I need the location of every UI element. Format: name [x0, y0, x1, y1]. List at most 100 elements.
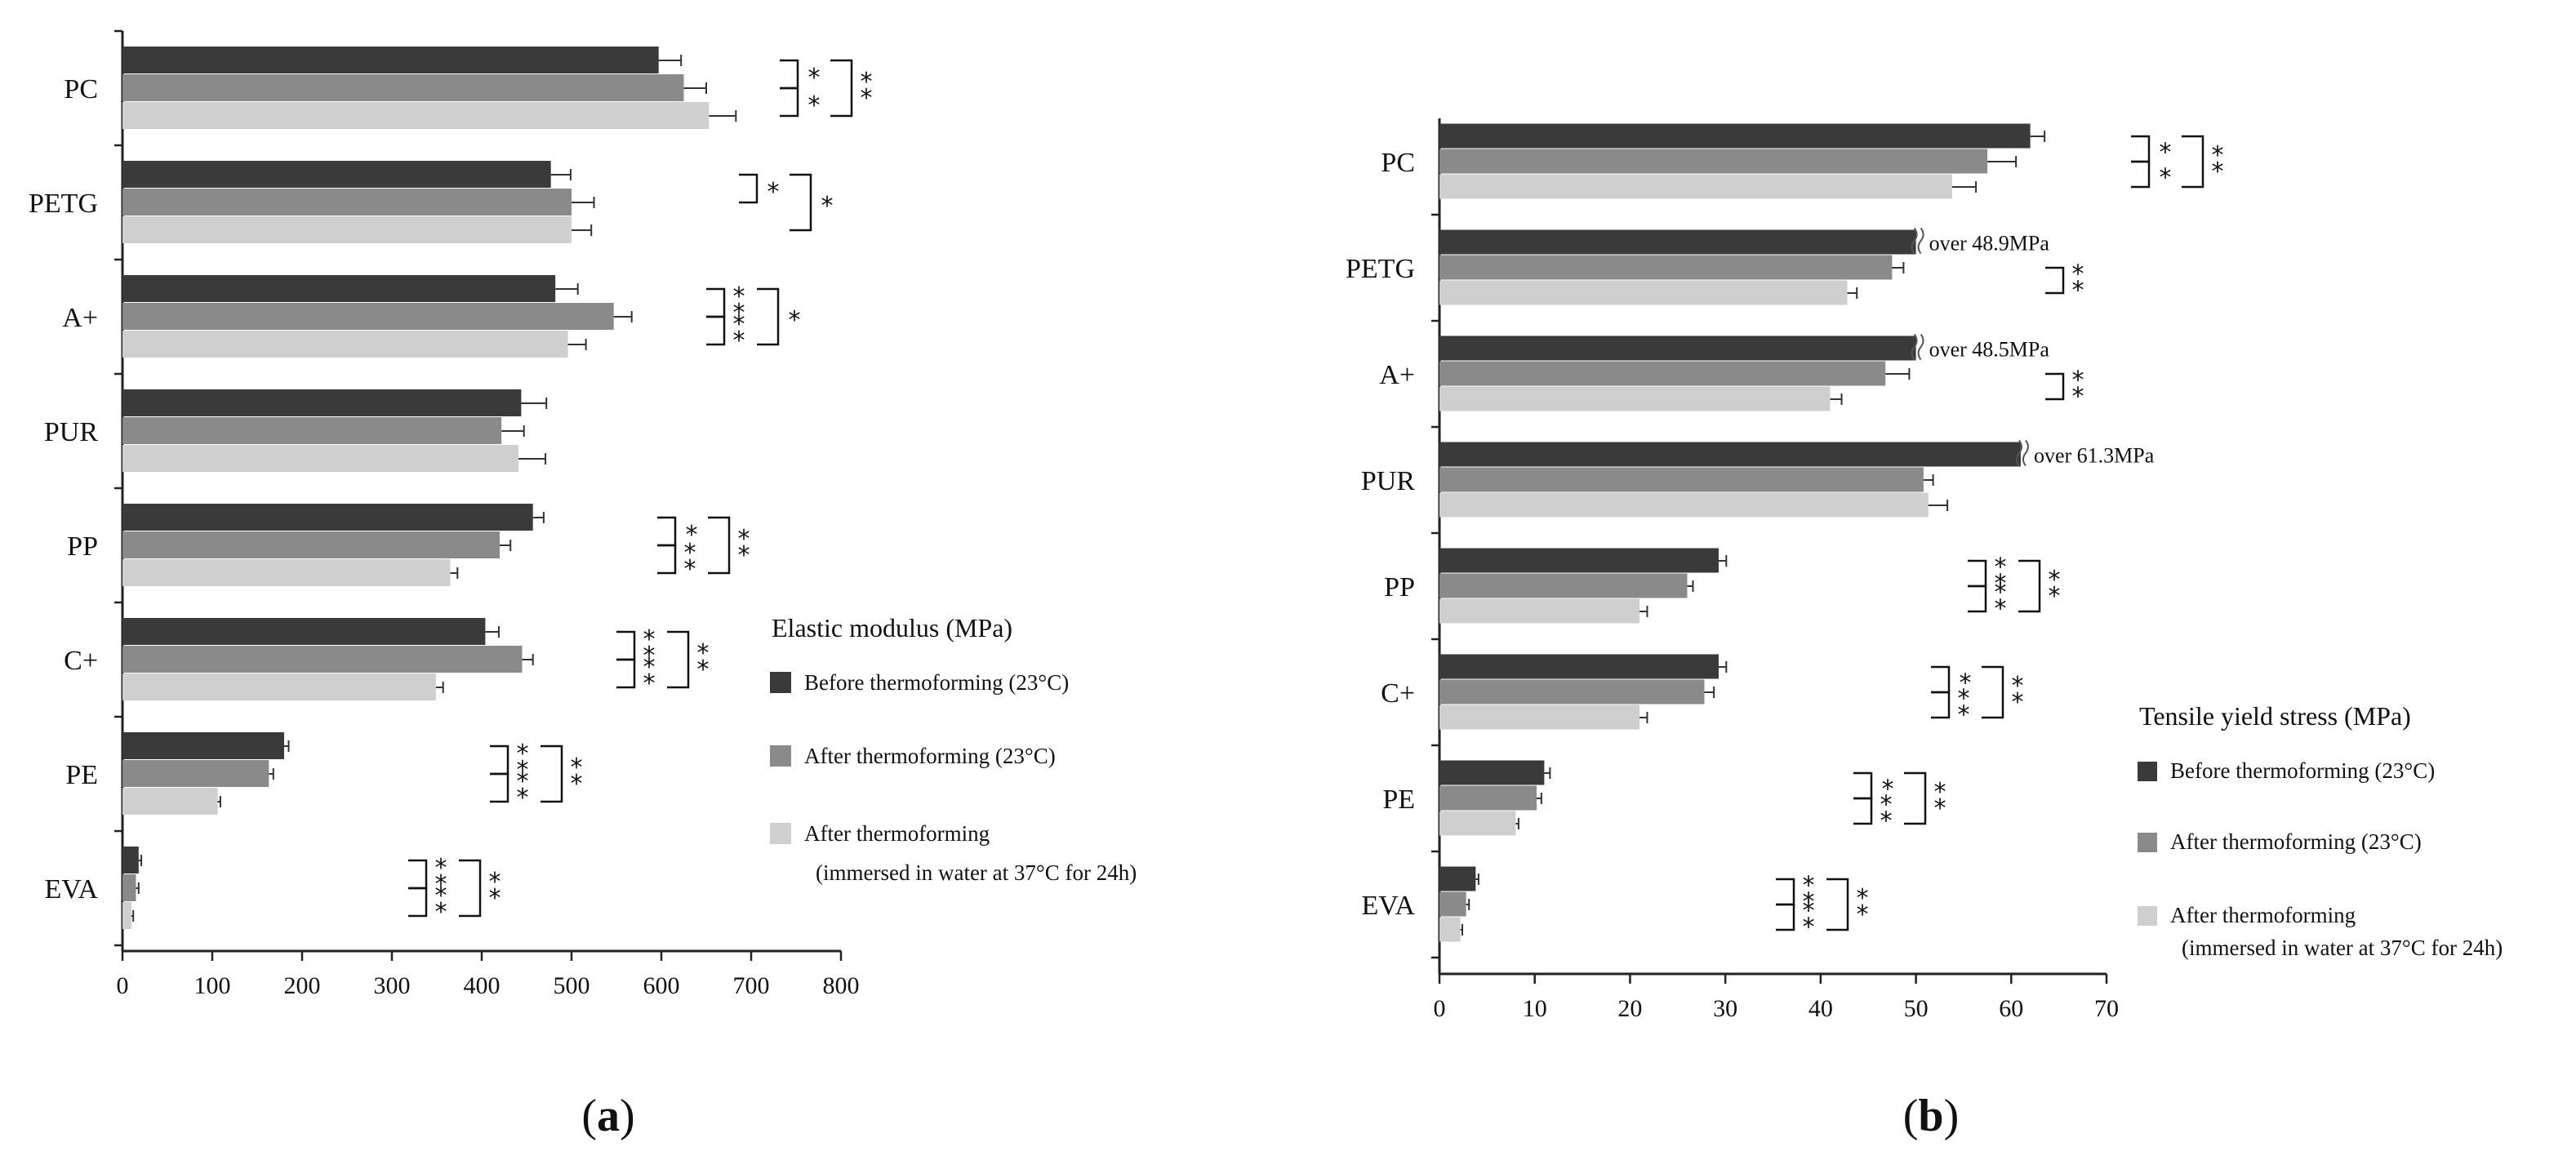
bar: [1439, 149, 1988, 174]
bar: [1439, 255, 1893, 280]
significance-bracket: [1776, 903, 1795, 931]
bar: [1439, 336, 1916, 361]
significance-star: *: [1803, 888, 1815, 917]
significance-star: *: [489, 868, 501, 896]
significance-bracket: [2045, 372, 2065, 401]
bar: [1439, 280, 1848, 305]
legend-label: (immersed in water at 37°C for 24h): [816, 860, 1137, 885]
significance-star: *: [643, 642, 656, 670]
category-label: PE: [1382, 785, 1415, 815]
significance-bracket: [708, 516, 731, 575]
significance-star: *: [1960, 669, 1972, 698]
category-label: PETG: [1346, 254, 1415, 284]
significance-bracket: [2131, 135, 2151, 163]
significance-star: *: [2072, 367, 2084, 395]
significance-bracket: [541, 745, 563, 803]
significance-star: *: [2072, 277, 2084, 305]
significance-bracket: [490, 772, 509, 803]
significance-star: *: [1803, 913, 1815, 942]
legend-label: After thermoforming: [804, 821, 990, 846]
bar: [122, 874, 136, 901]
bar: [122, 216, 572, 243]
bar: [1439, 492, 1929, 518]
significance-star: *: [517, 756, 529, 785]
legend-label: After thermoforming: [2170, 903, 2356, 927]
significance-bracket: [490, 745, 509, 776]
significance-bracket: [2018, 559, 2041, 613]
significance-star: *: [808, 64, 821, 92]
axis-break-mark: [1911, 227, 1918, 255]
x-tick-label: 60: [1999, 995, 2023, 1022]
significance-star: *: [1934, 778, 1946, 807]
significance-bracket: [616, 630, 636, 661]
axis-break-mark: [2015, 439, 2022, 467]
significance-star: *: [2012, 688, 2024, 717]
legend-swatch: [770, 823, 791, 844]
bar: [122, 445, 519, 472]
significance-star: *: [1880, 791, 1893, 820]
significance-star: *: [2212, 141, 2224, 170]
significance-star: *: [1995, 570, 2007, 598]
category-label: PC: [64, 74, 98, 104]
x-tick-label: 30: [1713, 995, 1737, 1022]
significance-star: *: [2049, 566, 2061, 594]
significance-bracket: [1931, 665, 1951, 694]
significance-bracket: [1776, 878, 1795, 906]
x-tick-label: 200: [284, 972, 321, 999]
significance-bracket: [1968, 559, 1987, 588]
significance-star: *: [738, 525, 750, 553]
bar: [1439, 573, 1688, 598]
bar: [1439, 866, 1476, 891]
significance-star: *: [1958, 685, 1970, 713]
significance-bracket: [1853, 797, 1873, 825]
bar: [1439, 442, 2021, 467]
x-tick-label: 700: [733, 972, 770, 999]
significance-star: *: [697, 639, 710, 668]
bar: [1439, 598, 1640, 624]
bar: [122, 531, 500, 558]
panel-label-paren: ): [620, 1091, 635, 1141]
x-tick-label: 50: [1904, 995, 1929, 1022]
bar: [122, 847, 139, 873]
significance-bracket: [2045, 266, 2065, 295]
significance-bracket: [1931, 691, 1951, 719]
significance-bracket: [706, 287, 726, 318]
bar: [122, 102, 710, 129]
bar: [122, 331, 568, 358]
panel-label-letter: b: [1918, 1091, 1943, 1141]
bar: [122, 389, 522, 416]
significance-star: *: [643, 653, 656, 682]
significance-bracket: [780, 87, 799, 118]
bar-break-annotation: over 61.3MPa: [2034, 444, 2155, 468]
panel-label: (b): [1903, 1091, 1959, 1141]
significance-star: *: [1995, 595, 2007, 624]
significance-bracket: [790, 173, 812, 232]
category-label: PUR: [1361, 466, 1415, 496]
bar: [1439, 705, 1640, 730]
significance-star: *: [1995, 553, 2007, 582]
bar: [122, 646, 523, 673]
bar: [1439, 679, 1705, 705]
bar: [1439, 548, 1719, 573]
significance-star: *: [643, 669, 656, 698]
significance-bracket: [1904, 771, 1927, 825]
bar: [1439, 917, 1461, 942]
bar: [122, 732, 284, 759]
category-label: EVA: [45, 874, 99, 905]
category-label: PUR: [44, 417, 98, 447]
significance-bracket: [657, 516, 677, 547]
bar: [122, 417, 502, 444]
x-tick-label: 20: [1617, 995, 1642, 1022]
panel-label-letter: a: [597, 1091, 620, 1141]
significance-star: *: [733, 327, 745, 355]
significance-star: *: [2160, 164, 2172, 193]
significance-star: *: [684, 555, 696, 584]
bar: [122, 760, 269, 787]
significance-star: *: [697, 656, 710, 684]
significance-star: *: [517, 740, 529, 768]
legend-swatch: [2138, 762, 2157, 781]
x-tick-label: 300: [374, 972, 411, 999]
significance-star: *: [1880, 807, 1893, 836]
category-label: C+: [64, 646, 98, 676]
significance-bracket: [2182, 135, 2205, 189]
